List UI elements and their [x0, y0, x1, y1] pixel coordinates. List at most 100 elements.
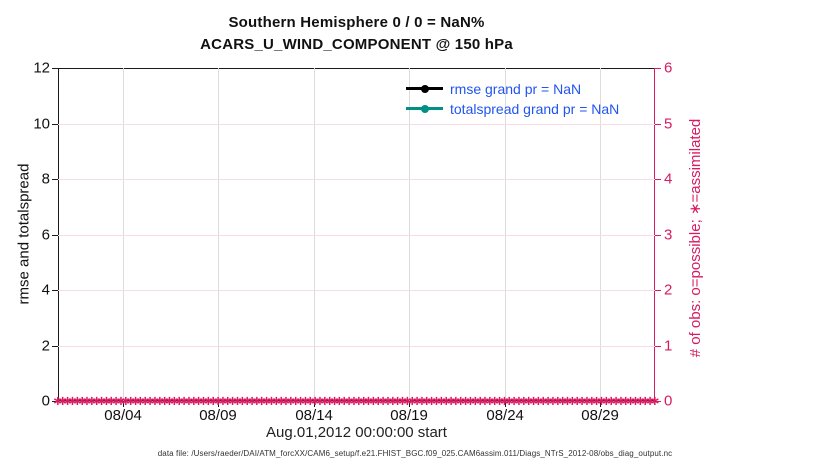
right-y-tick-label: 5 — [664, 115, 673, 132]
obs-asterisk-marker: ∗ — [426, 393, 438, 408]
totalspread-marker-dot-icon — [420, 104, 429, 113]
x-axis-label: Aug.01,2012 00:00:00 start — [266, 424, 447, 441]
obs-asterisk-marker: ∗ — [334, 393, 345, 408]
x-tick-label: 08/09 — [199, 407, 237, 424]
obs-asterisk-marker: ∗ — [416, 393, 428, 408]
left-y-tick-label: 0 — [41, 392, 50, 410]
obs-asterisk-marker: ∗ — [348, 393, 360, 408]
obs-asterisk-marker: ∗ — [232, 393, 244, 408]
obs-asterisk-marker: ∗ — [387, 393, 399, 408]
obs-asterisk-marker: ∗ — [52, 393, 64, 408]
legend-entry-rmse: rmse grand pr = NaN — [406, 79, 619, 98]
obs-asterisk-marker: ∗ — [469, 393, 481, 408]
left-y-tick-mark — [52, 68, 58, 69]
obs-asterisk-marker: ∗ — [203, 393, 214, 408]
obs-asterisk-marker: ∗ — [319, 393, 331, 408]
y-grid-line — [58, 345, 655, 347]
obs-asterisk-marker: ∗ — [130, 393, 142, 408]
obs-asterisk-marker: ∗ — [392, 393, 404, 408]
obs-asterisk-marker: ∗ — [591, 393, 603, 408]
obs-asterisk-marker: ∗ — [91, 393, 103, 408]
obs-asterisk-marker: ∗ — [256, 393, 268, 408]
right-y-tick-label: 4 — [664, 170, 673, 188]
right-y-tick-mark — [655, 345, 661, 347]
obs-asterisk-marker: ∗ — [639, 393, 651, 408]
legend-label-totalspread: totalspread grand pr = NaN — [450, 100, 620, 117]
obs-asterisk-marker: ∗ — [494, 393, 506, 408]
obs-asterisk-marker: ∗ — [353, 393, 365, 408]
obs-asterisk-marker: ∗ — [62, 393, 74, 408]
right-y-tick-mark — [655, 234, 661, 236]
obs-asterisk-marker: ∗ — [610, 393, 622, 408]
obs-asterisk-marker: ∗ — [115, 393, 127, 408]
right-y-tick-mark — [655, 179, 661, 180]
obs-asterisk-marker: ∗ — [460, 393, 472, 408]
obs-asterisk-marker: ∗ — [324, 393, 336, 408]
obs-asterisk-marker: ∗ — [338, 393, 350, 408]
obs-asterisk-marker: ∗ — [105, 393, 117, 408]
obs-asterisk-marker: ∗ — [329, 393, 341, 408]
obs-asterisk-marker: ∗ — [596, 393, 608, 408]
x-tick-mark — [600, 401, 602, 407]
obs-asterisk-marker: ∗ — [377, 393, 389, 408]
left-y-tick-mark — [52, 234, 58, 236]
right-y-tick-label: 2 — [664, 281, 673, 299]
right-y-axis-label: # of obs: o=possible; ∗=assimilated — [687, 118, 704, 358]
obs-asterisk-marker: ∗ — [135, 393, 146, 408]
obs-asterisk-marker: ∗ — [542, 393, 554, 408]
obs-asterisk-marker: ∗ — [402, 393, 413, 408]
bottom-axis-line — [58, 400, 655, 401]
obs-asterisk-marker: ∗ — [445, 393, 457, 408]
obs-asterisk-marker: ∗ — [110, 393, 122, 408]
obs-asterisk-marker: ∗ — [508, 393, 520, 408]
obs-asterisk-marker: ∗ — [300, 393, 311, 408]
plot-area: ∗ ∗ ∗ ∗ ∗ ∗ ∗ ∗ ∗ ∗ ∗ ∗ ∗ ∗ ∗ ∗ ∗ ∗ ∗ ∗ ∗ ∗ ∗ ∗ ∗ ∗ ∗ ∗ ∗ ∗ ∗ ∗ ∗ ∗ ∗ ∗ ∗ ∗ ∗ ∗… — [52, 68, 661, 407]
legend-label-rmse: rmse grand pr = NaN — [450, 80, 582, 97]
obs-asterisk-marker: ∗ — [275, 393, 287, 408]
obs-asterisk-marker: ∗ — [57, 393, 69, 408]
obs-asterisk-marker: ∗ — [435, 393, 447, 408]
obs-asterisk-marker: ∗ — [513, 393, 525, 408]
obs-asterisk-marker: ∗ — [86, 393, 98, 408]
right-y-tick-label: 1 — [664, 337, 673, 354]
obs-asterisk-marker: ∗ — [479, 393, 491, 408]
obs-asterisk-marker: ∗ — [295, 393, 307, 408]
obs-asterisk-marker: ∗ — [440, 393, 452, 408]
obs-asterisk-marker: ∗ — [198, 393, 210, 408]
left-y-tick-mark — [52, 179, 58, 180]
obs-asterisk-marker: ∗ — [76, 393, 88, 408]
left-y-tick-label: 10 — [33, 115, 50, 132]
left-y-tick-label: 8 — [41, 170, 50, 188]
x-tick-label: 08/29 — [581, 407, 619, 424]
obs-asterisk-marker: ∗ — [144, 393, 156, 408]
rmse-line-sample — [406, 84, 443, 93]
obs-asterisk-marker: ∗ — [518, 393, 530, 408]
obs-asterisk-marker: ∗ — [169, 393, 180, 408]
right-y-tick-mark — [655, 68, 661, 69]
obs-asterisk-marker: ∗ — [280, 393, 292, 408]
x-tick-label: 08/14 — [295, 407, 333, 424]
left-y-tick-mark — [52, 345, 58, 347]
obs-asterisk-marker: ∗ — [503, 393, 515, 408]
obs-asterisk-marker: ∗ — [465, 393, 476, 408]
obs-asterisk-marker: ∗ — [251, 393, 263, 408]
obs-asterisk-marker: ∗ — [620, 393, 632, 408]
x-tick-label: 08/24 — [486, 407, 524, 424]
obs-asterisk-marker: ∗ — [474, 393, 486, 408]
obs-asterisk-marker: ∗ — [363, 393, 375, 408]
obs-asterisk-marker: ∗ — [241, 393, 253, 408]
obs-asterisk-marker: ∗ — [547, 393, 559, 408]
obs-asterisk-marker: ∗ — [120, 393, 132, 408]
obs-asterisk-marker: ∗ — [159, 393, 171, 408]
obs-asterisk-marker: ∗ — [81, 393, 93, 408]
x-tick-mark — [505, 401, 507, 407]
data-file-path: data file: /Users/raeder/DAI/ATM_forcXX/… — [157, 449, 673, 458]
legend: rmse grand pr = NaN totalspread grand pr… — [406, 79, 619, 118]
obs-asterisk-marker: ∗ — [586, 393, 598, 408]
obs-asterisk-marker: ∗ — [212, 393, 224, 408]
left-y-tick-mark — [52, 401, 58, 402]
obs-asterisk-marker: ∗ — [270, 393, 282, 408]
right-y-tick-mark — [655, 290, 661, 291]
obs-asterisk-marker: ∗ — [178, 393, 190, 408]
